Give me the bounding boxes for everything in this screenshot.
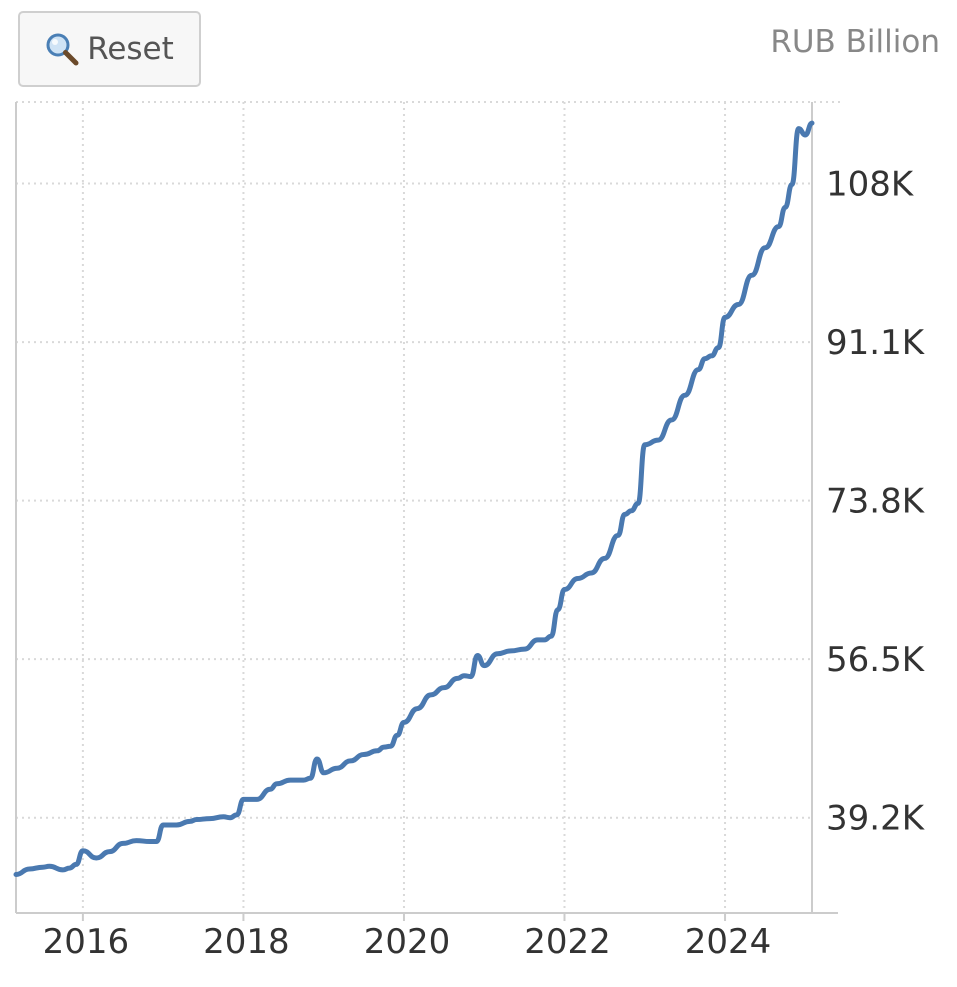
grid bbox=[16, 101, 840, 913]
x-tick-label: 2018 bbox=[203, 922, 290, 962]
y-tick-label: 73.8K bbox=[826, 482, 926, 522]
x-tick-label: 2016 bbox=[43, 922, 130, 962]
series-line-0 bbox=[13, 120, 815, 877]
y-tick-labels: 39.2K 56.5K 73.8K 91.1K 108K bbox=[826, 165, 926, 839]
reset-zoom-button[interactable]: Reset bbox=[18, 11, 201, 87]
y-tick-label: 108K bbox=[826, 165, 915, 205]
x-tick-label: 2020 bbox=[364, 922, 451, 962]
y-tick-label: 91.1K bbox=[826, 323, 926, 363]
x-tick-labels: 2016 2018 2020 2022 2024 bbox=[43, 922, 772, 962]
y-tick-label: 39.2K bbox=[826, 799, 926, 839]
x-tick-label: 2024 bbox=[685, 922, 772, 962]
magnifier-icon bbox=[46, 33, 79, 66]
reset-label: Reset bbox=[87, 31, 174, 67]
series-layer bbox=[13, 120, 815, 877]
y-tick-label: 56.5K bbox=[826, 640, 926, 680]
unit-label: RUB Billion bbox=[770, 24, 940, 60]
axes bbox=[15, 102, 838, 921]
x-tick-label: 2022 bbox=[524, 922, 611, 962]
